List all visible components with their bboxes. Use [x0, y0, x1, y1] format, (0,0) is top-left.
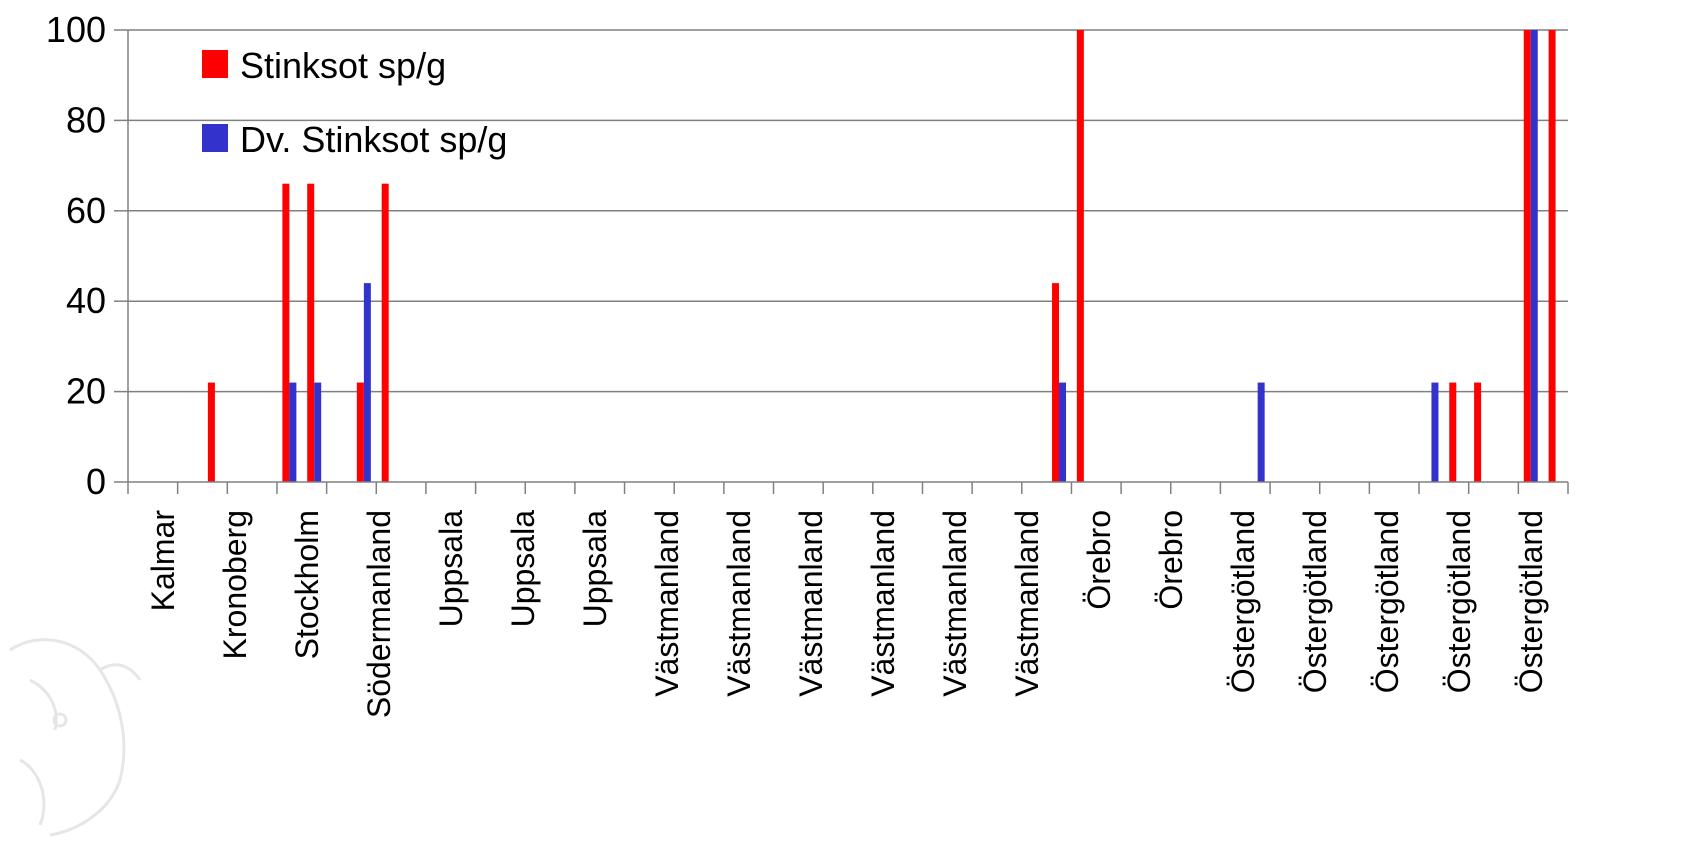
y-tick-label-0: 0	[86, 461, 106, 502]
x-category-label: Örebro	[1153, 510, 1189, 610]
x-category-label: Uppsala	[433, 510, 469, 628]
y-tick-label-80: 80	[66, 99, 106, 140]
legend-swatch-dv-stinksot	[202, 124, 228, 152]
gridlines	[114, 29, 1568, 483]
bar-stinksot-57	[1548, 30, 1556, 482]
x-category-label: Västmanland	[793, 510, 829, 697]
bar-stinksot-54	[1474, 382, 1482, 482]
x-category-label: Örebro	[1081, 510, 1117, 610]
bar-stinksot-6	[282, 183, 290, 482]
x-category-label: Västmanland	[937, 510, 973, 697]
y-tick-label-40: 40	[66, 280, 106, 321]
bar-stinksot-37	[1052, 283, 1060, 482]
bar-stinksot-56	[1523, 30, 1531, 482]
bar-dv-stinksot-37	[1059, 382, 1067, 482]
x-category-label: Kronoberg	[217, 510, 253, 659]
x-category-label: Östergötland	[1297, 510, 1333, 693]
x-category-label: Östergötland	[1369, 510, 1405, 693]
x-category-label: Östergötland	[1513, 510, 1549, 693]
bar-dv-stinksot-52	[1431, 382, 1439, 482]
y-tick-label-20: 20	[66, 371, 106, 412]
bars	[207, 30, 1556, 482]
x-category-label: Uppsala	[577, 510, 613, 628]
bar-stinksot-7	[307, 183, 315, 482]
x-tick-marks	[127, 482, 1569, 494]
bar-dv-stinksot-7	[314, 382, 322, 482]
y-tick-labels: 0 20 40 60 80 100	[46, 9, 106, 502]
x-category-label: Uppsala	[505, 510, 541, 628]
bar-stinksot-9	[356, 382, 364, 482]
y-tick-label-100: 100	[46, 9, 106, 50]
x-category-labels: Kalmar Kronoberg Stockholm Södermanland Upps…	[145, 510, 1549, 718]
bar-stinksot-38	[1076, 30, 1084, 482]
y-tick-label-60: 60	[66, 190, 106, 231]
x-category-label: Kalmar	[145, 510, 181, 612]
legend-swatch-stinksot	[202, 50, 228, 78]
x-category-label: Östergötland	[1225, 510, 1261, 693]
x-category-label: Stockholm	[289, 510, 325, 659]
x-category-label: Västmanland	[649, 510, 685, 697]
x-category-label: Södermanland	[361, 510, 397, 718]
legend: Stinksot sp/g Dv. Stinksot sp/g	[202, 45, 507, 160]
bar-dv-stinksot-9	[363, 283, 371, 482]
x-category-label: Västmanland	[1009, 510, 1045, 697]
x-category-label: Östergötland	[1441, 510, 1477, 693]
cow-watermark-icon	[9, 638, 142, 837]
bar-stinksot-3	[207, 382, 215, 482]
bar-stinksot-53	[1449, 382, 1457, 482]
axes	[127, 30, 1568, 483]
bar-stinksot-10	[381, 183, 389, 482]
x-category-label: Västmanland	[721, 510, 757, 697]
legend-label-dv-stinksot: Dv. Stinksot sp/g	[240, 119, 507, 160]
bar-dv-stinksot-56	[1530, 30, 1538, 482]
legend-label-stinksot: Stinksot sp/g	[240, 45, 446, 86]
bar-dv-stinksot-45	[1257, 382, 1265, 482]
bar-dv-stinksot-6	[289, 382, 297, 482]
x-category-label: Västmanland	[865, 510, 901, 697]
